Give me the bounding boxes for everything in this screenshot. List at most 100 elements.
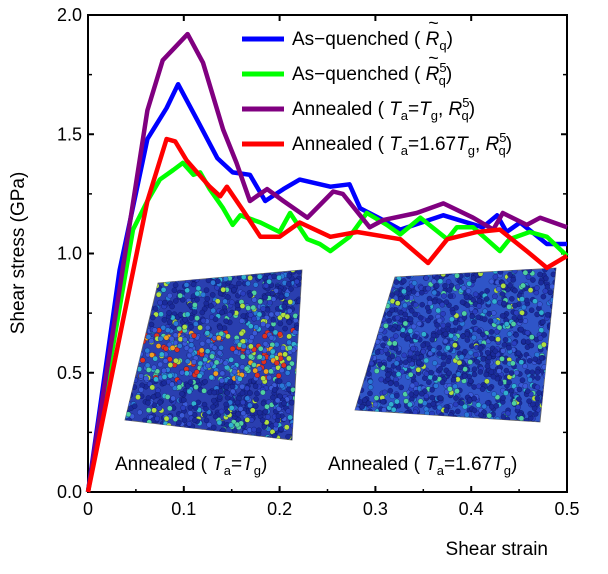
atom-dot: [350, 414, 355, 419]
atom-dot: [216, 419, 223, 426]
atom-dot: [535, 421, 541, 422]
atom-dot: [484, 363, 491, 370]
atom-dot: [199, 429, 205, 435]
atom-dot: [143, 274, 149, 281]
atom-dot: [130, 366, 137, 373]
atom-dot: [496, 368, 502, 374]
atom-dot: [555, 320, 556, 327]
atom-dot: [433, 283, 440, 289]
atom-dot: [149, 429, 156, 436]
atom-dot: [149, 384, 156, 391]
atom-dot: [145, 289, 151, 296]
atom-dot: [553, 336, 556, 343]
atom-dot: [404, 410, 410, 416]
atom-dot: [540, 293, 547, 300]
atom-dot: [347, 266, 352, 271]
atom-dot: [137, 427, 143, 434]
atom-dot: [273, 421, 279, 428]
atom-dot: [186, 352, 193, 359]
atom-dot: [359, 417, 365, 422]
atom-dot: [241, 343, 247, 349]
atom-dot: [405, 335, 411, 341]
atom-dot: [492, 348, 499, 354]
atom-dot: [274, 360, 280, 366]
atom-dot: [554, 287, 556, 294]
atom-dot: [132, 377, 139, 383]
atom-dot: [207, 270, 213, 277]
atom-dot: [484, 400, 491, 406]
atom-dot: [274, 270, 281, 272]
atom-dot: [139, 315, 146, 321]
atom-dot: [511, 400, 517, 407]
atom-dot: [513, 369, 520, 376]
atom-dot: [348, 384, 353, 389]
atom-dot: [446, 370, 452, 376]
atom-dot: [375, 296, 382, 303]
atom-dot: [424, 341, 431, 347]
atom-dot: [380, 294, 387, 301]
atom-dot: [366, 346, 373, 352]
atom-dot: [150, 440, 155, 445]
atom-dot: [125, 415, 126, 422]
atom-dot: [480, 268, 487, 271]
atom-dot: [239, 270, 246, 272]
atom-dot: [436, 345, 442, 351]
atom-dot: [250, 439, 257, 440]
atom-dot: [356, 370, 362, 376]
atom-dot: [374, 278, 381, 285]
atom-dot: [150, 281, 156, 288]
atom-dot: [408, 391, 415, 398]
atom-dot: [547, 323, 554, 329]
atom-dot: [195, 285, 202, 292]
atom-dot: [551, 382, 556, 388]
atom-dot: [411, 280, 418, 286]
atom-dot: [380, 301, 386, 307]
atom-dot: [500, 348, 506, 354]
atom-dot: [210, 424, 217, 431]
atom-dot: [125, 362, 127, 369]
atom-dot: [383, 268, 390, 269]
atom-dot: [450, 376, 457, 383]
atom-dot: [407, 316, 414, 322]
atom-dot: [125, 363, 126, 369]
atom-dot: [486, 310, 492, 317]
atom-dot: [357, 312, 363, 318]
atom-dot: [416, 320, 423, 327]
atom-dot: [419, 301, 425, 308]
atom-dot: [461, 373, 468, 379]
atom-dot: [545, 345, 552, 352]
atom-dot: [173, 431, 179, 438]
atom-dot: [157, 270, 163, 271]
atom-dot: [139, 274, 145, 280]
atom-dot: [236, 280, 242, 287]
atom-dot: [402, 359, 409, 366]
atom-dot: [157, 399, 163, 406]
atom-dot: [185, 270, 192, 273]
atom-dot: [208, 374, 215, 381]
atom-dot: [161, 317, 168, 323]
atom-dot: [188, 434, 195, 440]
atom-dot: [147, 299, 153, 306]
atom-dot: [250, 304, 257, 311]
atom-dot: [397, 421, 403, 422]
atom-dot: [256, 427, 262, 434]
atom-dot: [220, 286, 226, 293]
atom-dot: [447, 293, 454, 299]
atom-dot: [271, 387, 278, 393]
atom-dot: [355, 268, 356, 273]
atom-dot: [222, 298, 228, 305]
atom-dot: [388, 401, 394, 408]
atom-dot: [171, 442, 176, 447]
atom-dot: [522, 318, 529, 324]
atom-dot: [373, 301, 379, 308]
atom-dot: [139, 357, 146, 363]
atom-dot: [554, 302, 556, 309]
atom-dot: [152, 270, 159, 274]
atom-dot: [377, 361, 383, 368]
atom-dot: [421, 331, 427, 337]
atom-dot: [254, 390, 260, 397]
atom-dot: [219, 377, 225, 384]
atom-dot: [413, 268, 420, 275]
atom-dot: [194, 296, 200, 303]
atom-dot: [281, 362, 287, 369]
